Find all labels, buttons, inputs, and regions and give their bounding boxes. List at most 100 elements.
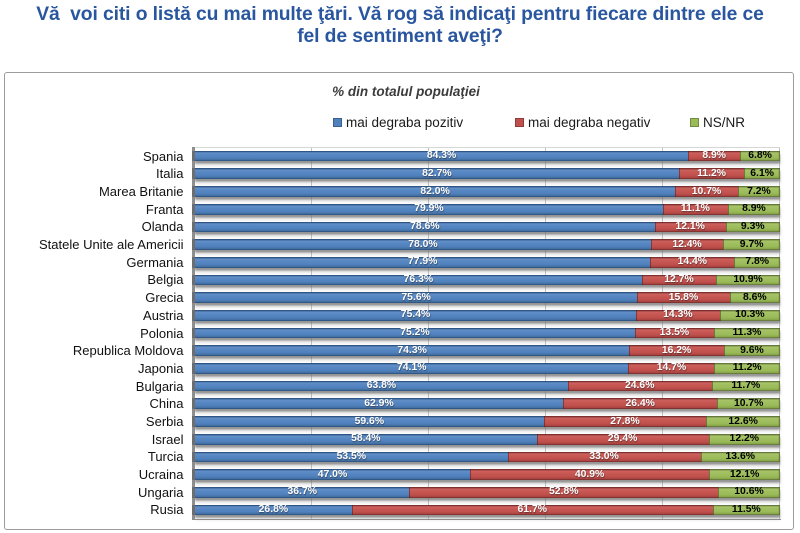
country-label: Polonia — [140, 325, 184, 341]
bar-segment-negative[interactable]: 10.7% — [675, 186, 738, 197]
bar-segment-positive[interactable]: 78.0% — [195, 239, 651, 250]
bar-segment-negative[interactable]: 40.9% — [469, 469, 710, 480]
bar-segment-positive[interactable]: 74.3% — [195, 345, 630, 357]
bar-segment-negative[interactable]: 11.2% — [678, 168, 745, 180]
bar-segment-negative[interactable]: 12.1% — [654, 220, 726, 233]
bar-segment-positive[interactable]: 59.6% — [195, 416, 544, 427]
bar-axis-cap — [192, 416, 195, 427]
legend-item[interactable]: NS/NR — [690, 114, 746, 130]
legend: mai degraba pozitiv mai degraba negativ NS… — [0, 114, 800, 130]
bar-segment-negative[interactable]: 14.4% — [650, 256, 735, 268]
bar-segment-negative[interactable]: 24.6% — [567, 380, 712, 392]
bar-segment-negative[interactable]: 27.8% — [543, 415, 707, 427]
bar-value-label: 9.7% — [739, 238, 764, 250]
bar-segment-nsnr[interactable]: 9.6% — [723, 344, 780, 357]
bar-value-label: 10.7% — [691, 185, 722, 197]
bar-value-label: 11.2% — [732, 362, 762, 374]
bar-segment-nsnr[interactable]: 7.8% — [734, 256, 780, 268]
bar-value-label: 27.8% — [610, 415, 640, 427]
bar-axis-cap — [192, 186, 195, 197]
bar-segment-nsnr[interactable]: 11.3% — [713, 327, 780, 339]
bar-segment-negative[interactable]: 8.9% — [688, 150, 741, 162]
bar-value-label: 12.1% — [729, 468, 760, 480]
bar-segment-negative[interactable]: 14.7% — [628, 362, 715, 374]
bar-segment-negative[interactable]: 12.4% — [650, 238, 724, 250]
bar-segment-positive[interactable]: 58.4% — [195, 433, 537, 445]
bar-row: 82.0% 10.7% 7.2% — [192, 186, 780, 197]
country-label: Germania — [126, 254, 184, 270]
bar-segment-nsnr[interactable]: 9.3% — [725, 221, 780, 233]
bar-value-label: 8.9% — [742, 203, 766, 215]
bar-segment-positive[interactable]: 76.3% — [195, 274, 642, 286]
bar-segment-positive[interactable]: 75.2% — [195, 327, 635, 339]
bar-segment-positive[interactable]: 82.0% — [195, 186, 676, 197]
bar-segment-nsnr[interactable]: 11.2% — [714, 362, 780, 374]
bar-segment-positive[interactable]: 36.7% — [195, 486, 410, 498]
plot-top-border — [192, 147, 780, 148]
bar-value-label: 12.7% — [664, 273, 694, 285]
bar-value-label: 63.8% — [366, 380, 397, 392]
legend-item[interactable]: mai degraba pozitiv — [333, 115, 463, 130]
bar-value-label: 79.9% — [414, 203, 444, 215]
bar-axis-cap — [192, 363, 195, 374]
bar-segment-positive[interactable]: 62.9% — [195, 398, 563, 410]
bar-segment-nsnr[interactable]: 8.6% — [729, 292, 780, 303]
bar-segment-negative[interactable]: 12.7% — [641, 273, 717, 286]
bar-value-label: 12.1% — [675, 220, 705, 232]
bar-segment-positive[interactable]: 82.7% — [195, 168, 679, 180]
legend-item[interactable]: mai degraba negativ — [515, 115, 650, 130]
bar-axis-cap — [192, 292, 195, 303]
bar-segment-nsnr[interactable]: 10.9% — [716, 274, 780, 286]
bar-segment-nsnr[interactable]: 9.7% — [723, 239, 780, 250]
bar-segment-nsnr[interactable]: 10.6% — [718, 486, 780, 498]
bar-segment-positive[interactable]: 26.8% — [195, 504, 352, 516]
bar-segment-negative[interactable]: 52.8% — [409, 486, 719, 498]
bar-segment-positive[interactable]: 77.9% — [195, 256, 651, 268]
bar-segment-nsnr[interactable]: 12.6% — [706, 416, 780, 427]
bar-segment-positive[interactable]: 63.8% — [195, 380, 568, 392]
bar-segment-positive[interactable]: 84.3% — [195, 150, 689, 162]
bar-value-label: 6.8% — [748, 150, 772, 162]
bar-axis-cap — [192, 256, 195, 268]
country-label: Statele Unite ale Americii — [38, 237, 184, 253]
bar-segment-negative[interactable]: 15.8% — [637, 292, 730, 303]
bar-segment-positive[interactable]: 74.1% — [195, 362, 629, 374]
bar-segment-negative[interactable]: 16.2% — [629, 345, 724, 357]
bar-segment-negative[interactable]: 14.3% — [636, 309, 720, 321]
bar-segment-positive[interactable]: 53.5% — [195, 451, 508, 463]
bar-segment-negative[interactable]: 61.7% — [351, 504, 713, 516]
bar-segment-negative[interactable]: 13.5% — [634, 327, 714, 339]
bar-segment-nsnr[interactable]: 8.9% — [727, 203, 780, 215]
bar-segment-nsnr[interactable]: 13.6% — [700, 451, 780, 463]
bar-segment-positive[interactable]: 78.6% — [195, 221, 655, 233]
bar-axis-cap — [192, 221, 195, 233]
bar-segment-nsnr[interactable]: 6.8% — [740, 150, 780, 162]
bar-segment-negative[interactable]: 26.4% — [562, 398, 718, 410]
bar-axis-cap — [192, 203, 195, 215]
bar-segment-nsnr[interactable]: 12.1% — [709, 469, 780, 480]
bar-segment-nsnr[interactable]: 6.1% — [744, 168, 780, 180]
bar-segment-negative[interactable]: 33.0% — [507, 451, 701, 463]
bar-value-label: 11.3% — [732, 327, 762, 339]
bar-segment-positive[interactable]: 75.6% — [195, 291, 638, 303]
bar-segment-nsnr[interactable]: 11.7% — [711, 380, 780, 392]
bar-segment-nsnr[interactable]: 7.2% — [737, 186, 780, 197]
bar-segment-nsnr[interactable]: 12.2% — [708, 433, 780, 445]
bar-segment-positive[interactable]: 47.0% — [195, 469, 470, 480]
bar-axis-cap — [192, 469, 195, 480]
bar-value-label: 12.4% — [672, 238, 702, 250]
bar-value-label: 75.6% — [401, 291, 431, 303]
bar-segment-negative[interactable]: 29.4% — [536, 433, 709, 445]
bar-value-label: 9.6% — [740, 344, 764, 356]
bar-segment-nsnr[interactable]: 11.5% — [712, 504, 780, 516]
legend-label: NS/NR — [703, 114, 746, 130]
bar-segment-positive[interactable]: 75.4% — [195, 309, 637, 321]
bar-value-label: 84.3% — [426, 150, 457, 162]
bar-row: 84.3% 8.9% 6.8% — [192, 150, 780, 162]
bar-segment-negative[interactable]: 11.1% — [662, 203, 728, 215]
bar-segment-positive[interactable]: 79.9% — [195, 203, 663, 215]
bar-segment-nsnr[interactable]: 10.7% — [717, 398, 780, 410]
country-label: Spania — [143, 148, 184, 164]
bar-segment-nsnr[interactable]: 10.3% — [719, 309, 780, 321]
